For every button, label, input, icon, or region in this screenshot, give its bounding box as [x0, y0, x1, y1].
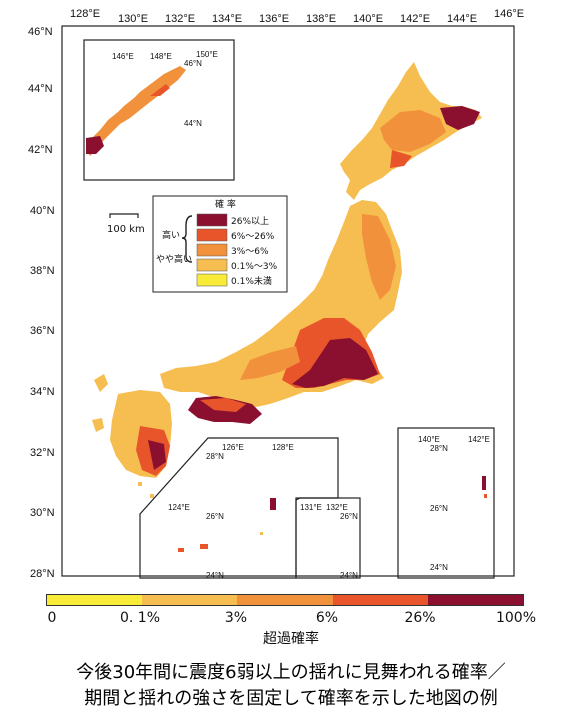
hokkaido	[340, 62, 482, 200]
lat-tick-label: 38°N	[30, 265, 55, 277]
legend-item-label: 3%～6%	[231, 247, 269, 257]
scale-bar: 100 km	[107, 213, 145, 235]
inset-lat-label: 24°N	[206, 571, 224, 580]
legend-group-high: 高い	[162, 229, 180, 241]
colorbar-segment	[427, 595, 524, 605]
inset-ogasawara: 140°E 142°E 28°N 26°N 24°N	[397, 427, 495, 579]
legend-item-label: 0.1%未満	[231, 275, 272, 287]
inset-lat-label: 24°N	[430, 563, 448, 572]
colorbar-segment	[332, 595, 428, 605]
inset-lon-label: 128°E	[272, 443, 294, 452]
inset-lon-label: 146°E	[112, 52, 134, 61]
lat-tick-label: 36°N	[30, 325, 55, 337]
inset-lat-label: 26°N	[340, 512, 358, 521]
legend-item-label: 6%～26%	[231, 232, 275, 242]
legend-item-label: 0.1%～3%	[231, 262, 278, 272]
inset-lon-label: 140°E	[418, 435, 440, 444]
inset-lon-label: 142°E	[468, 435, 490, 444]
inset-lon-label: 150°E	[196, 50, 218, 59]
legend-swatch	[196, 213, 228, 227]
lon-tick-label: 130°E	[118, 13, 148, 25]
kyushu	[92, 374, 172, 478]
lat-tick-label: 46°N	[28, 26, 53, 38]
colorbar-label: 6%	[315, 610, 339, 626]
inset-lat-label: 24°N	[340, 571, 358, 580]
lon-tick-label: 136°E	[259, 13, 289, 25]
colorbar-label: 100%	[495, 610, 537, 626]
shikoku	[188, 396, 262, 424]
legend-swatch	[196, 228, 228, 242]
inset-lon-label: 131°E	[300, 503, 322, 512]
lat-tick-label: 44°N	[28, 83, 53, 95]
lon-tick-label: 142°E	[400, 13, 430, 25]
colorbar-segment	[142, 595, 238, 605]
legend-title: 確 率	[215, 198, 236, 210]
lon-tick-label: 132°E	[165, 13, 195, 25]
colorbar-label: 26%	[404, 610, 436, 626]
colorbar-segment	[47, 595, 143, 605]
lat-tick-label: 34°N	[30, 386, 55, 398]
lon-tick-label: 140°E	[353, 13, 383, 25]
caption-line-2: 期間と揺れの強さを固定して確率を示した地図の例	[84, 688, 498, 709]
inset-lat-label: 46°N	[184, 59, 202, 68]
legend-group-somewhat-high: やや高い	[156, 253, 192, 265]
scale-bar-label: 100 km	[107, 224, 145, 235]
inset-lon-label: 126°E	[222, 443, 244, 452]
lon-tick-label: 146°E	[494, 8, 524, 20]
southern-islands	[138, 476, 487, 552]
honshu	[160, 200, 402, 408]
lon-tick-label: 128°E	[70, 8, 100, 20]
inset-lat-label: 28°N	[430, 444, 448, 453]
inset-lat-label: 44°N	[184, 119, 202, 128]
colorbar-label: 0. 1%	[119, 610, 161, 626]
legend-swatch	[196, 243, 228, 257]
inset-lon-label: 132°E	[326, 503, 348, 512]
lat-tick-label: 40°N	[30, 205, 55, 217]
lon-tick-label: 144°E	[447, 13, 477, 25]
lat-tick-label: 32°N	[30, 447, 55, 459]
caption-line-1: 今後30年間に震度6弱以上の揺れに見舞われる確率／	[76, 662, 506, 683]
colorbar	[46, 594, 524, 606]
colorbar-segment	[237, 595, 333, 605]
lon-tick-labels: 128°E 130°E 132°E 134°E 136°E 138°E 140°…	[70, 8, 524, 25]
legend-swatch	[196, 273, 228, 287]
inset-lat-label: 26°N	[206, 512, 224, 521]
legend: 確 率 高い やや高い 26%以上 6%～26% 3%～6% 0.1%～3% 0.1%未…	[152, 195, 288, 293]
inset-north: 146°E 148°E 150°E 46°N 44°N	[83, 39, 235, 181]
inset-daito: 131°E 132°E 26°N 24°N	[295, 497, 361, 580]
caption: 今後30年間に震度6弱以上の揺れに見舞われる確率／ 期間と揺れの強さを固定して確…	[0, 660, 582, 712]
colorbar-label: 0	[47, 610, 57, 626]
lon-tick-label: 134°E	[212, 13, 242, 25]
legend-swatch	[196, 258, 228, 272]
lat-tick-label: 30°N	[30, 507, 55, 519]
lat-tick-label: 28°N	[30, 568, 55, 580]
lat-tick-labels: 46°N 44°N 42°N 40°N 38°N 36°N 34°N 32°N …	[28, 26, 55, 580]
legend-item-label: 26%以上	[231, 216, 269, 227]
inset-lat-label: 28°N	[206, 452, 224, 461]
inset-lon-label: 148°E	[150, 52, 172, 61]
inset-lon-label: 124°E	[168, 503, 190, 512]
lat-tick-label: 42°N	[28, 144, 53, 156]
lon-tick-label: 138°E	[306, 13, 336, 25]
inset-lat-label: 26°N	[430, 504, 448, 513]
colorbar-title: 超過確率	[263, 631, 319, 647]
legend-brace	[181, 215, 193, 263]
hazard-map: 128°E 130°E 132°E 134°E 136°E 138°E 140°…	[28, 8, 524, 580]
colorbar-label: 3%	[224, 610, 248, 626]
